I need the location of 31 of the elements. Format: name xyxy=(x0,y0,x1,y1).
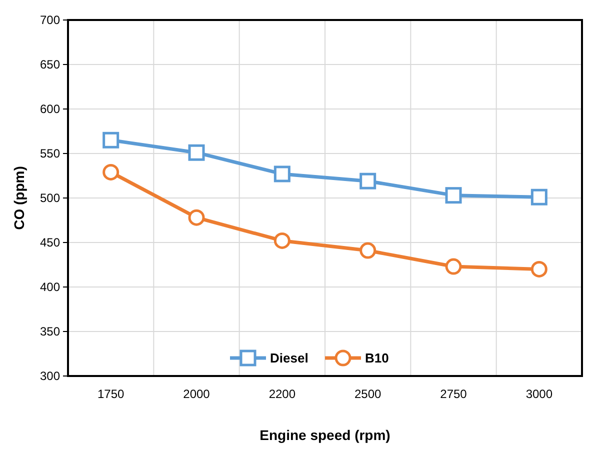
y-tick-label: 600 xyxy=(40,102,60,116)
y-tick-label: 400 xyxy=(40,280,60,294)
x-tick-label: 2200 xyxy=(268,387,296,401)
point xyxy=(188,209,205,226)
x-tick-label: 1750 xyxy=(97,387,125,401)
x-tick-label: 3000 xyxy=(526,387,553,401)
point xyxy=(360,242,376,259)
point xyxy=(102,164,120,180)
point xyxy=(274,232,290,249)
point xyxy=(530,188,548,206)
y-tick-label: 350 xyxy=(40,324,60,339)
point xyxy=(274,166,290,182)
point xyxy=(188,144,205,161)
point xyxy=(445,187,462,204)
point xyxy=(102,132,120,148)
y-tick-label: 300 xyxy=(40,369,60,384)
point xyxy=(445,258,462,275)
y-tick-label: 500 xyxy=(40,191,60,206)
x-tick-label: 2500 xyxy=(354,387,382,401)
point xyxy=(530,260,548,278)
y-axis-title: CO (ppm) xyxy=(11,166,27,230)
legend-label: B10 xyxy=(365,350,389,366)
y-tick-label: 550 xyxy=(40,146,60,161)
x-axis-title: Engine speed (rpm) xyxy=(260,427,390,443)
x-tick-label: 2000 xyxy=(183,387,210,401)
y-tick-label: 450 xyxy=(40,236,60,250)
x-tick-label: 2750 xyxy=(440,387,468,401)
y-tick-label: 650 xyxy=(40,58,60,72)
legend-label: Diesel xyxy=(270,350,308,366)
y-tick-label: 700 xyxy=(40,13,60,28)
point xyxy=(360,172,376,190)
